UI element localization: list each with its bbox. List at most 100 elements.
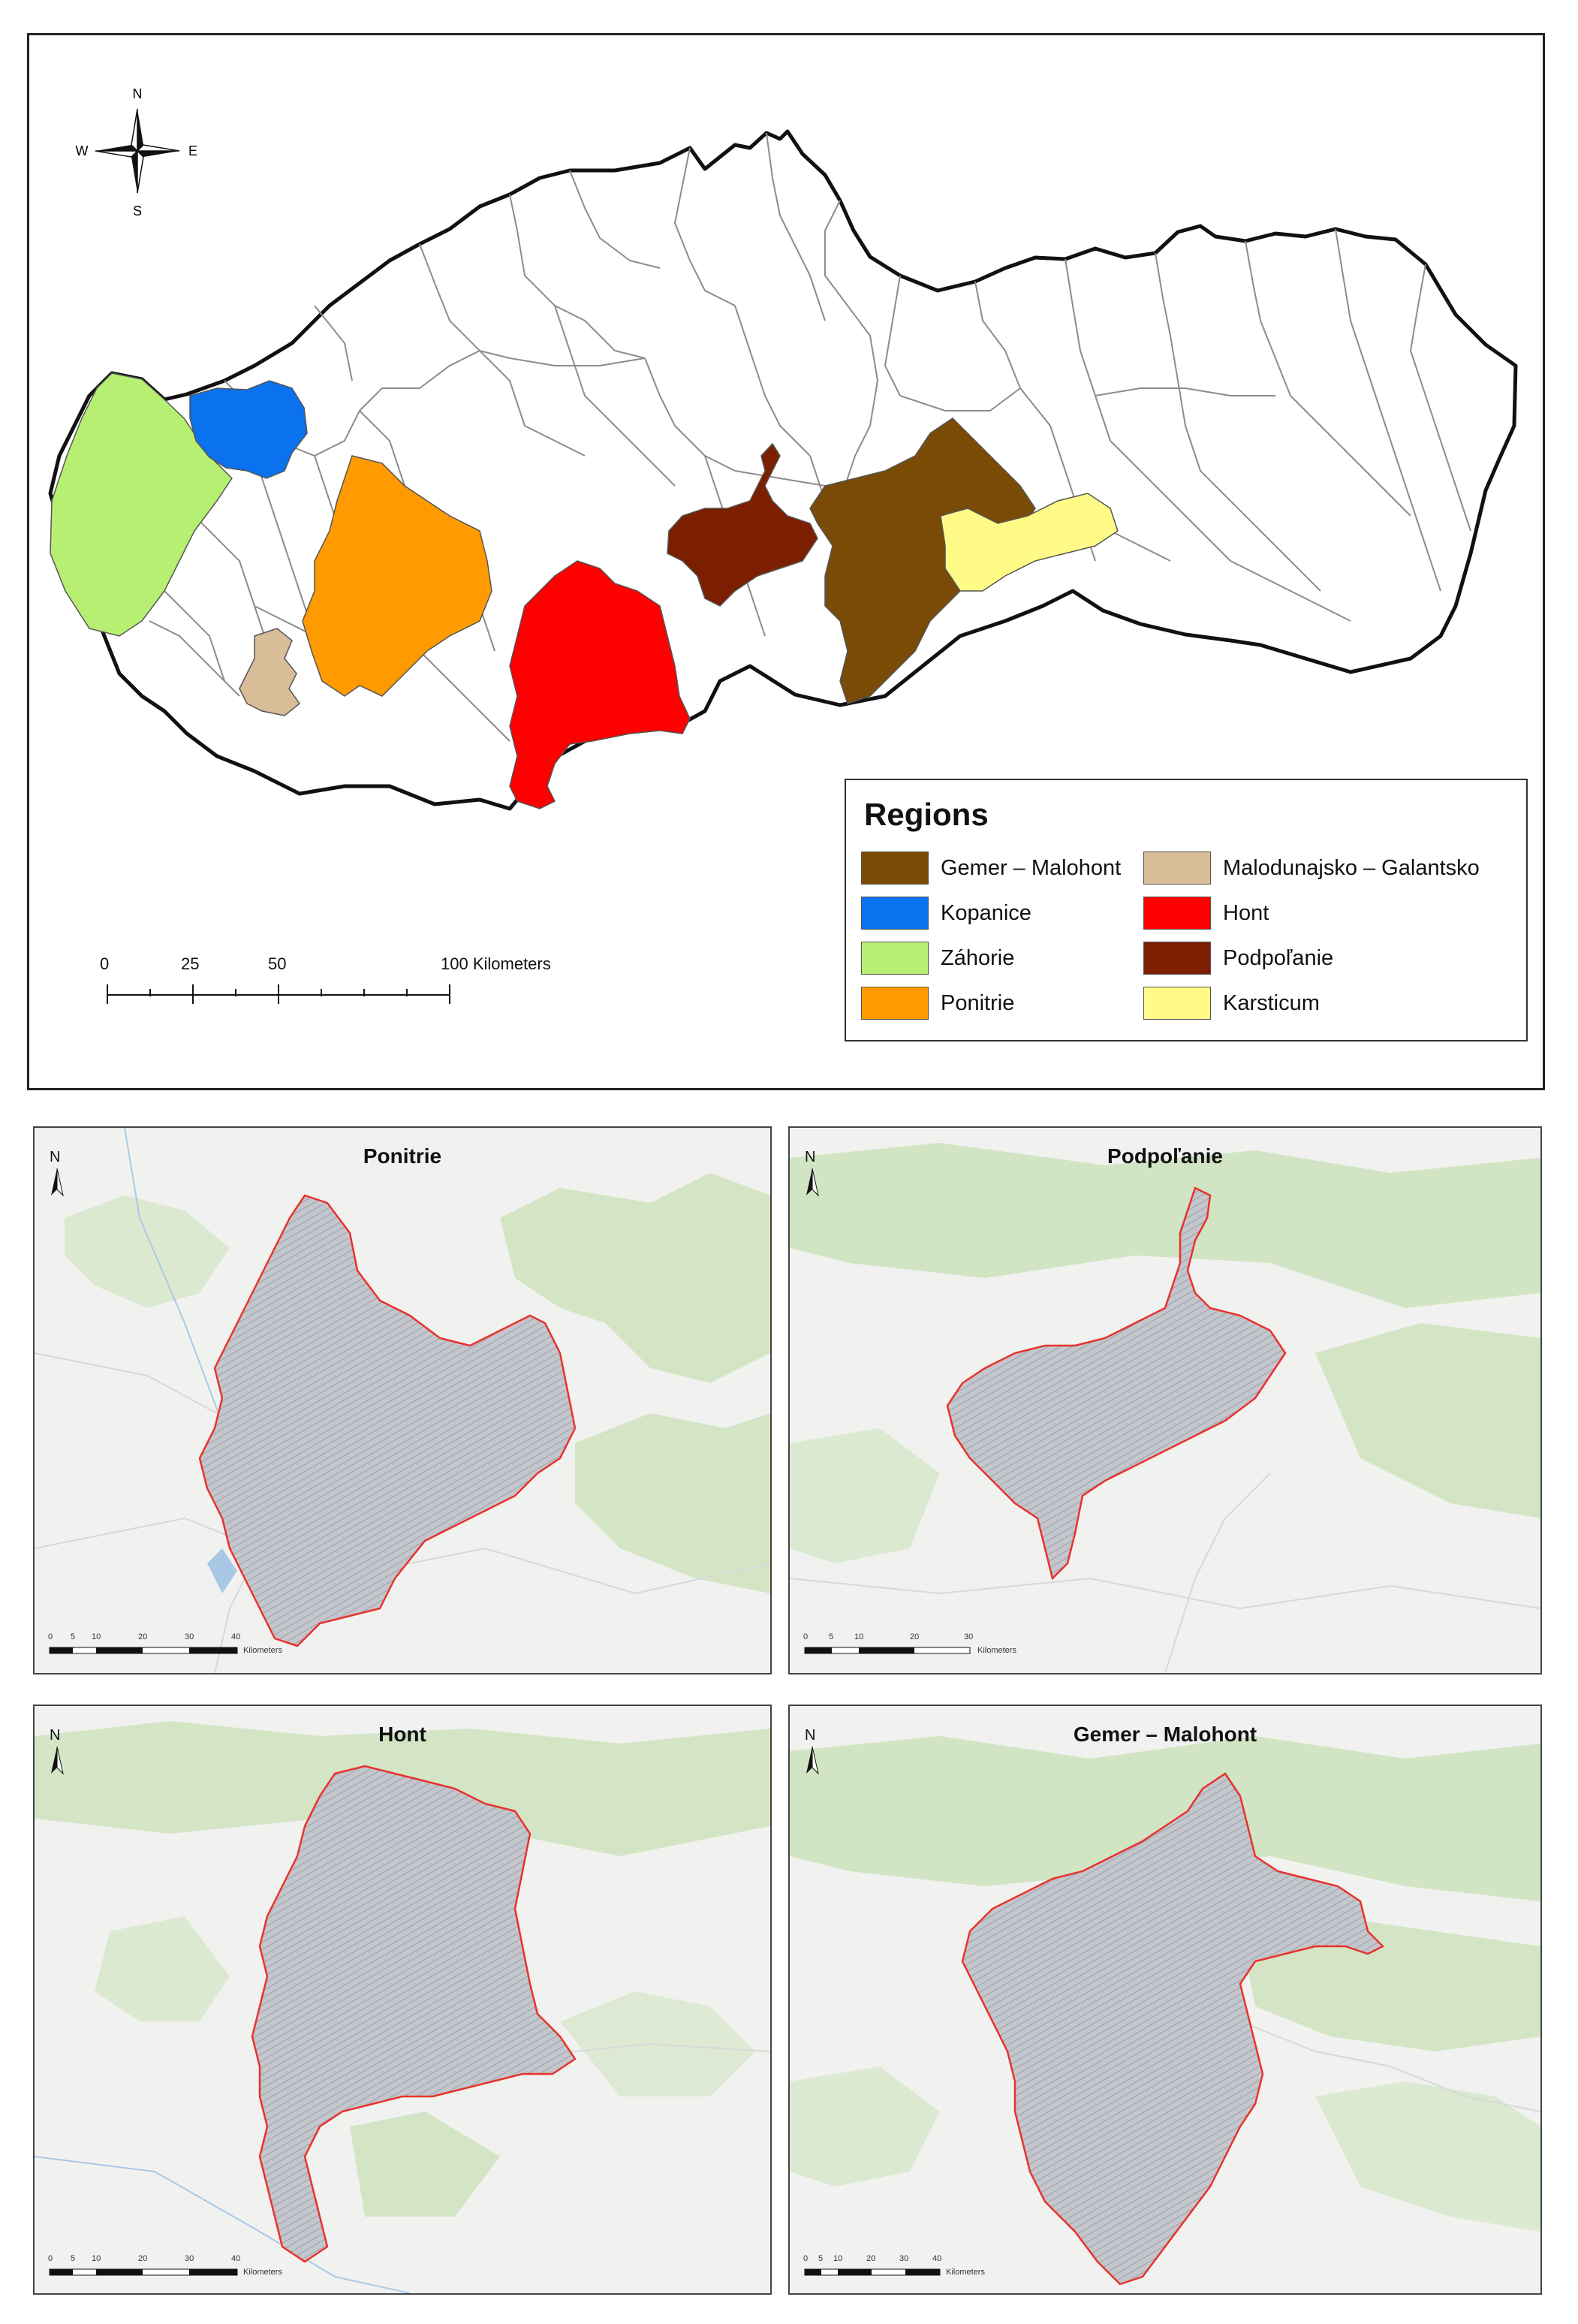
legend-label: Karsticum [1223,990,1320,1015]
compass-n-label: N [133,86,143,101]
scale-tick: 20 [866,2254,876,2263]
north-arrow-icon [51,1746,64,1775]
scale-tick: 0 [803,2254,809,2263]
north-label: N [50,1149,61,1165]
panel-podpolanie: N Podpoľanie 0 5 10 20 30 Kilometers [788,1126,1542,1674]
panel-title: Podpoľanie [1107,1144,1223,1168]
legend-swatch [861,852,929,885]
overview-map: N S E W 0 25 50 100 Kilometers Regions G… [27,33,1545,1090]
scale-tick: 20 [910,1632,920,1641]
mini-scale-bar [804,1647,971,1654]
panel-podpolanie-map [790,1143,1540,1673]
panel-title: Gemer – Malohont [1073,1723,1257,1746]
scale-tick-50: 50 [268,954,287,973]
scale-tick: 30 [185,2254,194,2263]
scale-tick: 5 [829,1632,834,1641]
scale-unit: Kilometers [946,2268,985,2277]
scale-tick: 10 [854,1632,864,1641]
legend-swatch [1143,897,1211,930]
scale-tick: 30 [899,2254,909,2263]
legend-item-kopanice: Kopanice [861,896,1031,930]
scale-tick: 5 [71,1632,76,1641]
region-podpolanie [667,442,818,607]
north-arrow-icon [806,1746,819,1775]
legend-label: Malodunajsko – Galantsko [1223,855,1480,880]
scale-unit: Kilometers [977,1646,1016,1655]
legend-swatch [861,942,929,975]
legend-label: Podpoľanie [1223,945,1334,970]
legend-swatch [1143,987,1211,1020]
region-podpolanie-outline [946,1186,1287,1581]
legend-item-ponitrie: Ponitrie [861,986,1014,1020]
scale-unit: Kilometers [243,1646,282,1655]
terrain-background [790,1143,1540,1673]
north-label: N [805,1149,816,1165]
mini-scale-bar [804,2268,941,2276]
scale-tick: 30 [964,1632,974,1641]
legend-label: Záhorie [941,945,1015,970]
legend-swatch [861,897,929,930]
legend-label: Kopanice [941,900,1031,925]
legend-label: Hont [1223,900,1269,925]
panel-title: Hont [378,1723,426,1746]
legend-item-gemer-malohont: Gemer – Malohont [861,851,1121,885]
scale-tick: 0 [48,2254,53,2263]
legend-swatch [1143,852,1211,885]
scale-tick: 40 [932,2254,942,2263]
scale-tick: 0 [48,1632,53,1641]
panel-ponitrie: N Ponitrie 0 5 10 20 30 40 Kilometers [33,1126,772,1674]
compass-s-label: S [133,203,142,219]
scale-tick: 10 [92,2254,101,2263]
compass-w-label: W [76,143,89,158]
terrain-background [35,1128,770,1673]
highlighted-regions [50,372,1119,809]
legend-item-karsticum: Karsticum [1143,986,1320,1020]
legend-item-hont: Hont [1143,896,1269,930]
scale-tick-0: 0 [100,954,110,973]
scale-tick: 10 [92,1632,101,1641]
scale-tick: 20 [138,1632,148,1641]
region-gemer-malohont-outline [961,1772,1385,2286]
scale-tick: 40 [231,2254,241,2263]
scale-tick: 0 [803,1632,809,1641]
legend-swatch [1143,942,1211,975]
mini-scale-bar [49,1647,238,1654]
terrain-background [790,1736,1540,2232]
region-ponitrie [302,455,492,697]
north-arrow-icon [806,1168,819,1197]
region-zahorie [50,372,233,637]
scale-tick: 40 [231,1632,241,1641]
scale-tick: 5 [818,2254,824,2263]
scale-tick-25: 25 [181,954,200,973]
mini-scale-bar [49,2268,238,2276]
region-hont [509,560,691,809]
panel-ponitrie-map [35,1128,770,1673]
overview-map-canvas: N S E W [48,86,1518,1004]
region-kopanice [189,380,308,479]
legend: Regions Gemer – Malohont Malodunajsko – … [845,779,1528,1041]
compass-rose-icon [95,108,180,194]
panel-hont-map [35,1721,770,2293]
legend-item-malodunajsko-galantsko: Malodunajsko – Galantsko [1143,851,1480,885]
region-karsticum [940,493,1119,592]
scale-tick-100: 100 Kilometers [441,954,551,973]
legend-label: Gemer – Malohont [941,855,1122,880]
scale-tick: 20 [138,2254,148,2263]
compass-e-label: E [188,143,197,158]
scale-tick: 10 [833,2254,843,2263]
legend-item-zahorie: Záhorie [861,941,1014,975]
panel-gemer-malohont: N Gemer – Malohont 0 5 10 20 30 40 Kilom… [788,1705,1542,2295]
panel-gemer-malohont-map [790,1736,1540,2286]
legend-item-podpolanie: Podpoľanie [1143,941,1333,975]
region-malodunajsko [239,628,301,716]
north-label: N [50,1727,61,1744]
region-hont-outline [251,1765,577,2263]
scale-bar [107,984,450,1004]
scale-tick: 5 [71,2254,76,2263]
legend-label: Ponitrie [941,990,1015,1015]
legend-swatch [861,987,929,1020]
scale-tick: 30 [185,1632,194,1641]
panel-title: Ponitrie [363,1144,442,1168]
region-ponitrie-outline [198,1194,577,1647]
north-label: N [805,1727,816,1744]
